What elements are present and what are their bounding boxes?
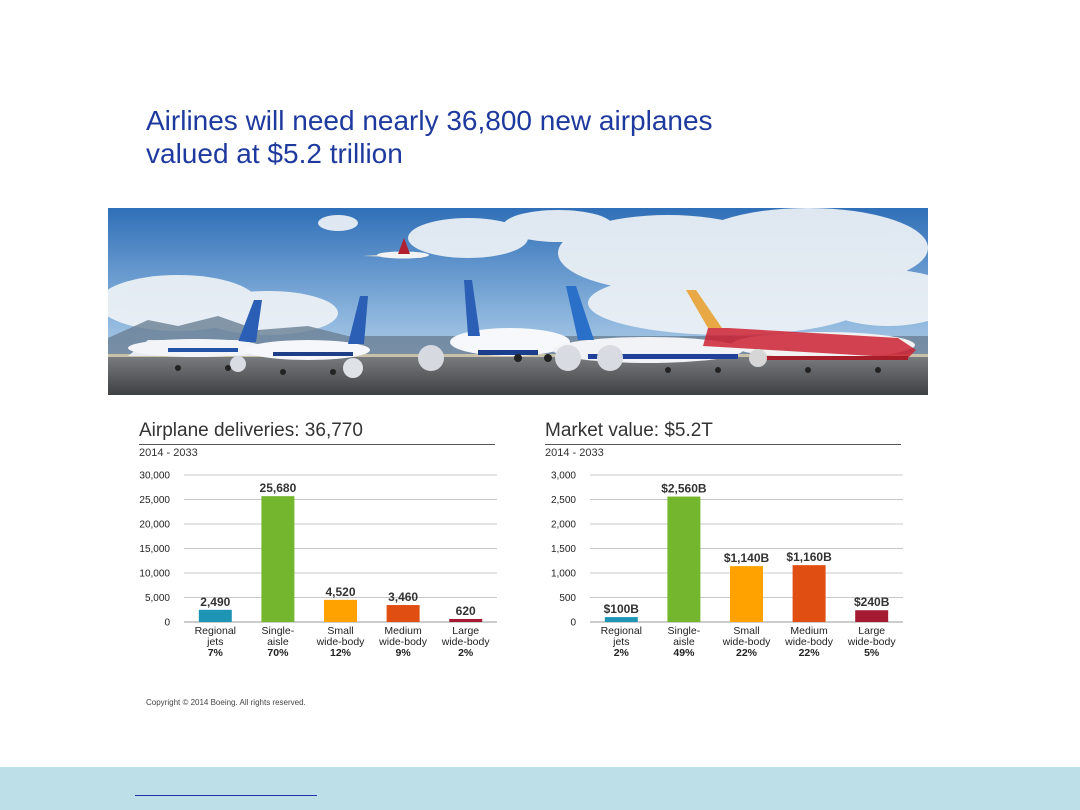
x-tick-label: Large: [452, 625, 479, 637]
y-tick-label: 0: [570, 618, 576, 629]
y-tick-label: 1,000: [551, 569, 576, 580]
y-tick-label: 5,000: [145, 593, 170, 604]
airplane-fleet-photo: [108, 208, 928, 395]
y-tick-label: 0: [164, 618, 170, 629]
market-value-chart: Market value: $5.2T 2014 - 2033 0 500 1,00…: [545, 420, 905, 680]
share-label: 2%: [458, 647, 474, 659]
x-tick-label: Single-: [262, 625, 295, 637]
bar: [855, 610, 889, 622]
page-title-line-1: Airlines will need nearly 36,800 new air…: [146, 105, 713, 136]
bar: [667, 496, 701, 622]
x-tick-label: Regional: [601, 625, 642, 637]
share-label: 9%: [396, 647, 412, 659]
data-label: 2,490: [200, 595, 230, 609]
bar: [261, 496, 295, 622]
chart-subtitle: 2014 - 2033: [139, 447, 198, 459]
bar: [386, 605, 420, 622]
x-tick-label: Single-: [668, 625, 701, 637]
data-label: $1,160B: [786, 550, 832, 564]
market-value-chart-plot: 0 500 1,000 1,500 2,000 2,500 3,000 $100B Region…: [551, 471, 903, 659]
y-tick-label: 500: [559, 593, 576, 604]
x-tick-label: Small: [327, 625, 353, 637]
x-tick-label: aisle: [267, 636, 289, 648]
y-tick-label: 2,000: [551, 520, 576, 531]
y-tick-label: 10,000: [139, 569, 170, 580]
x-tick-label: aisle: [673, 636, 695, 648]
data-label: 3,460: [388, 590, 418, 604]
share-label: 22%: [799, 647, 821, 659]
data-label: 620: [456, 604, 476, 618]
bar: [198, 609, 232, 622]
y-tick-label: 30,000: [139, 471, 170, 482]
data-label: $100B: [604, 602, 640, 616]
x-tick-label: Medium: [384, 625, 422, 637]
x-tick-label: wide-body: [784, 636, 834, 648]
share-label: 22%: [736, 647, 758, 659]
x-tick-label: wide-body: [722, 636, 772, 648]
x-tick-label: Small: [733, 625, 759, 637]
x-tick-label: wide-body: [316, 636, 366, 648]
y-tick-label: 25,000: [139, 495, 170, 506]
x-tick-label: jets: [206, 636, 223, 648]
x-tick-label: wide-body: [378, 636, 428, 648]
chart-title-rule: [139, 444, 495, 445]
y-tick-label: 1,500: [551, 544, 576, 555]
y-tick-label: 2,500: [551, 495, 576, 506]
y-tick-label: 20,000: [139, 520, 170, 531]
bar: [792, 565, 826, 622]
copyright-notice: Copyright © 2014 Boeing. All rights rese…: [146, 698, 306, 707]
y-tick-label: 3,000: [551, 471, 576, 482]
data-label: 25,680: [260, 481, 297, 495]
x-tick-label: jets: [612, 636, 629, 648]
x-tick-label: wide-body: [847, 636, 897, 648]
share-label: 7%: [208, 647, 224, 659]
page-title: Airlines will need nearly 36,800 new air…: [146, 104, 713, 170]
data-label: $240B: [854, 595, 890, 609]
share-label: 5%: [864, 647, 880, 659]
page-title-line-2: valued at $5.2 trillion: [146, 138, 403, 169]
footer-band: [0, 767, 1080, 810]
data-label: 4,520: [325, 585, 355, 599]
deliveries-chart: Airplane deliveries: 36,770 2014 - 2033 …: [139, 420, 499, 680]
share-label: 70%: [267, 647, 289, 659]
x-tick-label: Large: [858, 625, 885, 637]
bar: [324, 599, 357, 622]
data-label: $1,140B: [724, 551, 770, 565]
x-tick-label: Medium: [790, 625, 828, 637]
share-label: 49%: [673, 647, 695, 659]
share-label: 12%: [330, 647, 352, 659]
chart-title: Airplane deliveries: 36,770: [139, 420, 363, 441]
x-tick-label: Regional: [195, 625, 236, 637]
deliveries-chart-plot: 0 5,000 10,000 15,000 20,000 25,000 30,000 2,49…: [139, 471, 497, 659]
chart-title: Market value: $5.2T: [545, 420, 713, 441]
data-label: $2,560B: [661, 482, 707, 496]
x-tick-label: wide-body: [441, 636, 491, 648]
y-tick-label: 15,000: [139, 544, 170, 555]
chart-title-rule: [545, 444, 901, 445]
footer-link-underline[interactable]: [135, 795, 317, 796]
share-label: 2%: [614, 647, 630, 659]
bar: [730, 566, 763, 622]
bar: [449, 618, 483, 622]
bar: [604, 617, 638, 622]
chart-subtitle: 2014 - 2033: [545, 447, 604, 459]
